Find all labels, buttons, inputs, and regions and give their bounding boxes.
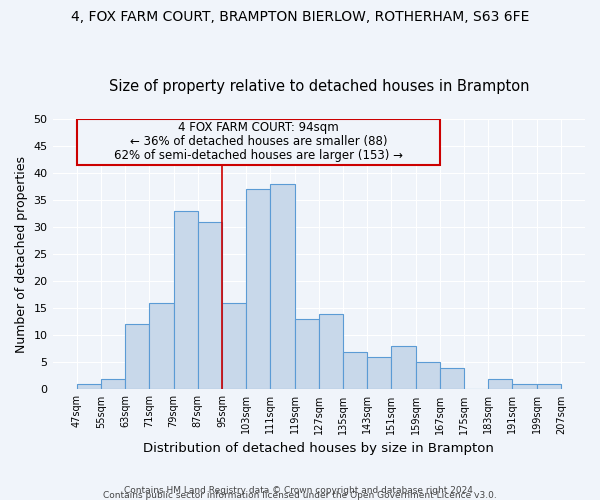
FancyBboxPatch shape [77,119,440,165]
Text: Contains HM Land Registry data © Crown copyright and database right 2024.: Contains HM Land Registry data © Crown c… [124,486,476,495]
Bar [125,324,149,390]
Bar [77,384,101,390]
Bar [173,211,198,390]
Bar [149,303,173,390]
Bar [416,362,440,390]
Title: Size of property relative to detached houses in Brampton: Size of property relative to detached ho… [109,79,529,94]
Bar [488,378,512,390]
Text: Contains public sector information licensed under the Open Government Licence v3: Contains public sector information licen… [103,491,497,500]
Text: 62% of semi-detached houses are larger (153) →: 62% of semi-detached houses are larger (… [114,148,403,162]
Bar [343,352,367,390]
X-axis label: Distribution of detached houses by size in Brampton: Distribution of detached houses by size … [143,442,494,455]
Bar [391,346,416,390]
Text: ← 36% of detached houses are smaller (88): ← 36% of detached houses are smaller (88… [130,135,387,148]
Bar [319,314,343,390]
Bar [101,378,125,390]
Bar [440,368,464,390]
Bar [367,357,391,390]
Bar [271,184,295,390]
Bar [198,222,222,390]
Text: 4 FOX FARM COURT: 94sqm: 4 FOX FARM COURT: 94sqm [178,122,338,134]
Y-axis label: Number of detached properties: Number of detached properties [15,156,28,352]
Text: 4, FOX FARM COURT, BRAMPTON BIERLOW, ROTHERHAM, S63 6FE: 4, FOX FARM COURT, BRAMPTON BIERLOW, ROT… [71,10,529,24]
Bar [512,384,536,390]
Bar [246,189,271,390]
Bar [295,319,319,390]
Bar [222,303,246,390]
Bar [536,384,561,390]
